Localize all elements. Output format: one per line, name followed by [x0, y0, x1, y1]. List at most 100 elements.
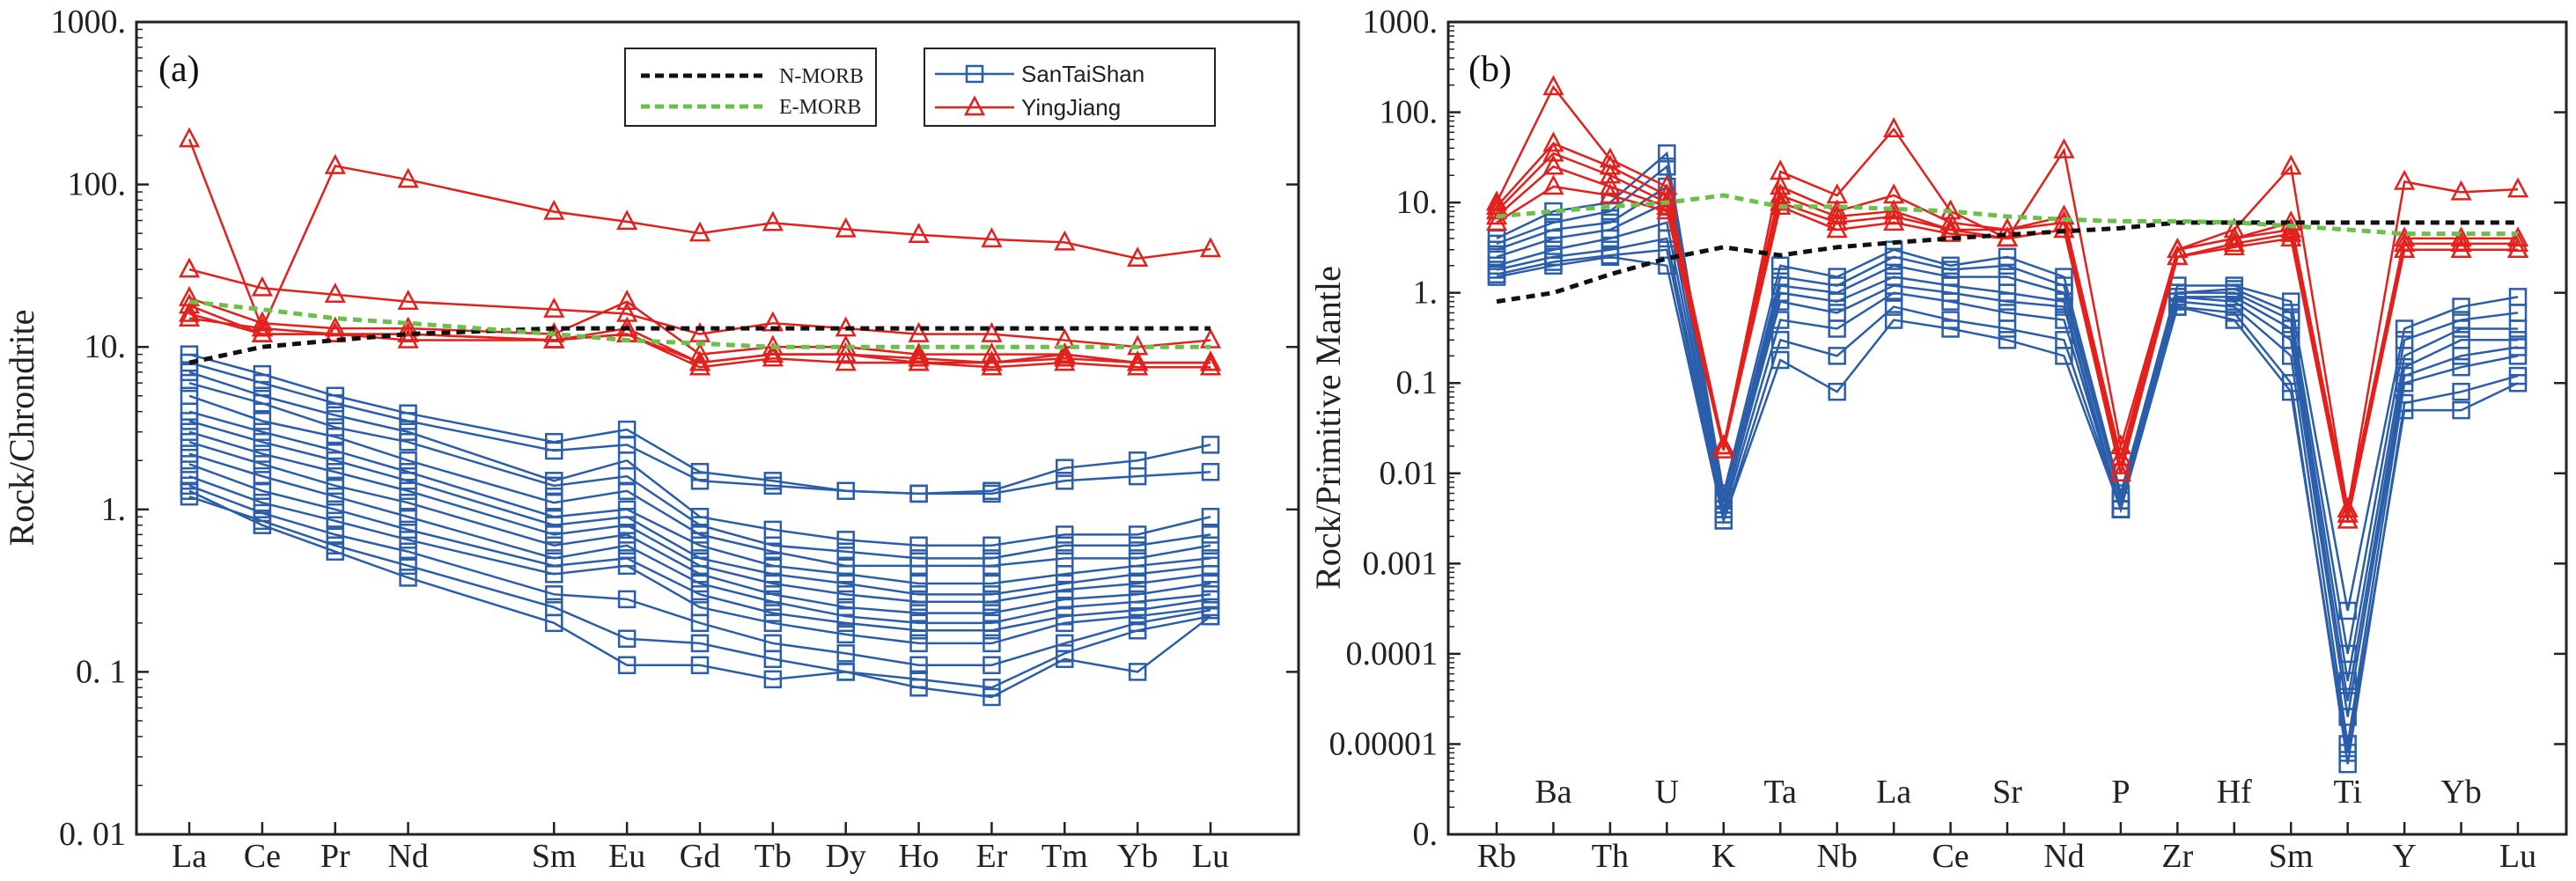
santaishan-point: [1998, 256, 2017, 275]
santaishan-point: [983, 656, 1001, 675]
santaishan-point: [253, 516, 272, 534]
santaishan-point: [690, 472, 710, 490]
x-tick-label: Ta: [1764, 774, 1798, 811]
santaishan-point: [763, 604, 783, 622]
santaishan-point: [180, 455, 199, 474]
x-tick-label: Sm: [2269, 838, 2314, 875]
santaishan-point: [2452, 319, 2470, 338]
santaishan-point: [1056, 580, 1074, 599]
santaishan-point: [2508, 319, 2528, 338]
santaishan-line: [188, 474, 1211, 645]
yingjiang-point: [835, 217, 857, 238]
santaishan-point: [1884, 311, 1903, 329]
x-tick-label: Ti: [2333, 774, 2361, 811]
santaishan-point: [1544, 229, 1563, 248]
yingjiang-point: [2280, 226, 2302, 247]
yingjiang-point: [1883, 117, 1905, 137]
santaishan-point: [1828, 382, 1846, 401]
santaishan-point: [1128, 574, 1147, 593]
santaishan-point: [1770, 292, 1790, 311]
santaishan-point: [1658, 144, 1676, 163]
santaishan-point: [253, 455, 272, 474]
yingjiang-point: [1542, 131, 1564, 152]
santaishan-point: [180, 432, 199, 452]
yingjiang-point: [908, 223, 930, 244]
santaishan-point: [1201, 525, 1220, 544]
legend-label: SanTaiShan: [1021, 61, 1144, 87]
santaishan-line: [1496, 255, 2519, 765]
santaishan-point: [983, 592, 1001, 612]
santaishan-point: [1128, 536, 1147, 555]
santaishan-point: [690, 525, 710, 544]
santaishan-point: [836, 481, 855, 501]
santaishan-point: [180, 402, 199, 421]
santaishan-point: [2508, 347, 2528, 365]
yingjiang-point: [2167, 245, 2189, 266]
santaishan-point: [326, 487, 344, 506]
yingjiang-point: [251, 316, 273, 337]
santaishan-point: [836, 574, 855, 593]
yingjiang-point: [1127, 355, 1149, 376]
santaishan-point: [909, 621, 928, 640]
santaishan-point: [1544, 253, 1563, 271]
santaishan-point: [909, 634, 928, 653]
yingjiang-point: [1485, 210, 1508, 231]
santaishan-point: [399, 472, 417, 490]
santaishan-line: [188, 489, 1211, 699]
santaishan-point: [253, 466, 272, 486]
yingjiang-point: [1054, 341, 1076, 363]
santaishan-series-4: [1487, 193, 2528, 710]
x-tick-label: Nb: [1816, 838, 1857, 875]
yingjiang-point: [543, 199, 565, 220]
yingjiang-series-5: [1485, 174, 2529, 529]
plot-frame: [135, 20, 1300, 836]
x-tick-label: U: [1655, 774, 1679, 811]
y-tick-label: 0.1: [1396, 364, 1439, 401]
yingjiang-point: [688, 355, 711, 376]
santaishan-point: [2281, 319, 2300, 338]
yingjiang-point: [1127, 350, 1149, 371]
santaishan-point: [1828, 319, 1846, 338]
y-tick-label: 1000.: [51, 4, 127, 40]
santaishan-point: [983, 634, 1001, 653]
santaishan-point: [763, 592, 783, 612]
santaishan-point: [2281, 347, 2300, 365]
yingjiang-point: [2223, 235, 2245, 256]
santaishan-point: [909, 536, 928, 555]
n-morb-reference-line: [1496, 220, 2518, 305]
y-tick-label: 1.: [101, 491, 127, 528]
santaishan-point: [2055, 311, 2073, 329]
santaishan-point: [836, 613, 855, 633]
santaishan-point: [763, 613, 783, 633]
santaishan-point: [1998, 319, 2017, 338]
yingjiang-point: [2506, 226, 2529, 247]
yingjiang-point: [1542, 154, 1564, 175]
santaishan-point: [2055, 347, 2073, 365]
santaishan-point: [690, 516, 710, 534]
x-tick-label: Eu: [608, 838, 645, 875]
yingjiang-point: [616, 290, 638, 310]
santaishan-point: [690, 613, 710, 633]
santaishan-point: [2395, 400, 2414, 420]
santaishan-point: [617, 516, 637, 534]
yingjiang-point: [762, 346, 784, 367]
x-tick-label: Sr: [1992, 774, 2022, 811]
x-tick-label: Th: [1592, 838, 1629, 875]
santaishan-line: [188, 353, 1211, 496]
santaishan-point: [399, 432, 417, 452]
plot-frame: [1446, 20, 2568, 836]
x-tick-label: La: [172, 838, 207, 875]
santaishan-point: [1658, 240, 1676, 259]
legend-box-reference: [624, 48, 877, 127]
yingjiang-point: [2280, 154, 2302, 175]
santaishan-point: [399, 422, 417, 441]
santaishan-line: [1496, 248, 2519, 753]
santaishan-point: [1601, 246, 1620, 265]
santaishan-point: [180, 466, 199, 486]
santaishan-point: [836, 585, 855, 604]
yingjiang-point: [2450, 226, 2472, 247]
x-tick-label: P: [2111, 774, 2130, 811]
santaishan-point: [326, 451, 344, 470]
x-tick-label: Lu: [1192, 838, 1229, 875]
santaishan-point: [1658, 158, 1676, 176]
